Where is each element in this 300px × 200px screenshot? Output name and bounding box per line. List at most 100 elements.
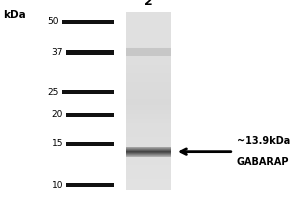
- Bar: [126, 184, 171, 185]
- Bar: [126, 80, 171, 81]
- Bar: [126, 84, 171, 85]
- Bar: [126, 151, 171, 152]
- Bar: [126, 46, 171, 47]
- Bar: [126, 40, 171, 41]
- Bar: [126, 108, 171, 109]
- Bar: [126, 155, 171, 156]
- Bar: [126, 147, 171, 148]
- Bar: [126, 85, 171, 86]
- Bar: [126, 90, 171, 91]
- Bar: [126, 15, 171, 16]
- Bar: [126, 100, 171, 101]
- Bar: [126, 169, 171, 170]
- Bar: [126, 17, 171, 18]
- Bar: [126, 111, 171, 112]
- Bar: [126, 39, 171, 40]
- Bar: [126, 37, 171, 38]
- Bar: [126, 133, 171, 134]
- Text: 37: 37: [52, 48, 63, 57]
- Bar: [126, 25, 171, 26]
- Bar: [126, 135, 171, 136]
- Bar: [126, 138, 171, 139]
- Bar: [126, 159, 171, 160]
- Bar: [126, 181, 171, 182]
- Bar: [126, 172, 171, 173]
- Bar: [126, 70, 171, 71]
- Bar: [126, 48, 171, 49]
- Bar: [126, 109, 171, 110]
- Bar: [126, 21, 171, 22]
- Bar: [126, 64, 171, 65]
- Bar: [126, 160, 171, 161]
- Bar: [126, 47, 171, 48]
- Bar: [126, 41, 171, 42]
- Text: 25: 25: [48, 88, 59, 97]
- Text: 20: 20: [52, 110, 63, 119]
- Bar: [126, 150, 171, 151]
- Bar: [126, 146, 171, 147]
- Bar: [126, 115, 171, 116]
- Bar: [126, 126, 171, 127]
- Bar: [126, 156, 171, 157]
- Bar: [126, 145, 171, 146]
- Bar: [126, 112, 171, 113]
- Bar: [126, 130, 171, 131]
- Bar: [126, 156, 171, 157]
- Bar: [126, 119, 171, 120]
- Bar: [126, 105, 171, 106]
- Bar: [126, 173, 171, 174]
- Bar: [126, 71, 171, 72]
- Bar: [126, 153, 171, 154]
- Bar: [126, 35, 171, 36]
- Bar: [126, 59, 171, 60]
- Bar: [126, 96, 171, 97]
- Bar: [126, 154, 171, 155]
- Bar: [126, 161, 171, 162]
- Bar: [126, 63, 171, 64]
- Bar: [126, 174, 171, 175]
- Bar: [126, 45, 171, 46]
- Text: 10: 10: [52, 180, 63, 190]
- Bar: [126, 103, 171, 104]
- Bar: [126, 131, 171, 132]
- Bar: [126, 72, 171, 73]
- Bar: [126, 114, 171, 115]
- Bar: [126, 78, 171, 79]
- Bar: [126, 175, 171, 176]
- Bar: [126, 127, 171, 128]
- Bar: [126, 118, 171, 119]
- Text: kDa: kDa: [3, 10, 26, 20]
- Bar: [126, 22, 171, 23]
- Bar: [126, 24, 171, 25]
- Bar: [126, 117, 171, 118]
- Bar: [126, 60, 171, 61]
- Bar: [126, 150, 171, 151]
- Bar: [126, 87, 171, 88]
- Bar: [126, 149, 171, 150]
- Bar: [126, 104, 171, 105]
- Bar: [126, 154, 171, 155]
- Bar: [62, 20, 114, 24]
- Bar: [126, 179, 171, 180]
- Bar: [126, 69, 171, 70]
- Bar: [126, 142, 171, 143]
- Bar: [126, 91, 171, 92]
- Bar: [126, 157, 171, 158]
- Bar: [126, 155, 171, 156]
- Bar: [126, 89, 171, 90]
- Bar: [126, 125, 171, 126]
- Bar: [126, 29, 171, 30]
- Bar: [126, 13, 171, 14]
- Bar: [126, 48, 171, 56]
- Bar: [126, 148, 171, 149]
- Bar: [126, 20, 171, 21]
- Text: GABARAP: GABARAP: [237, 157, 289, 167]
- Bar: [126, 75, 171, 76]
- Bar: [126, 187, 171, 188]
- Text: 2: 2: [144, 0, 153, 8]
- Bar: [126, 162, 171, 163]
- Bar: [126, 129, 171, 130]
- Bar: [126, 106, 171, 107]
- Bar: [126, 170, 171, 171]
- Bar: [126, 19, 171, 20]
